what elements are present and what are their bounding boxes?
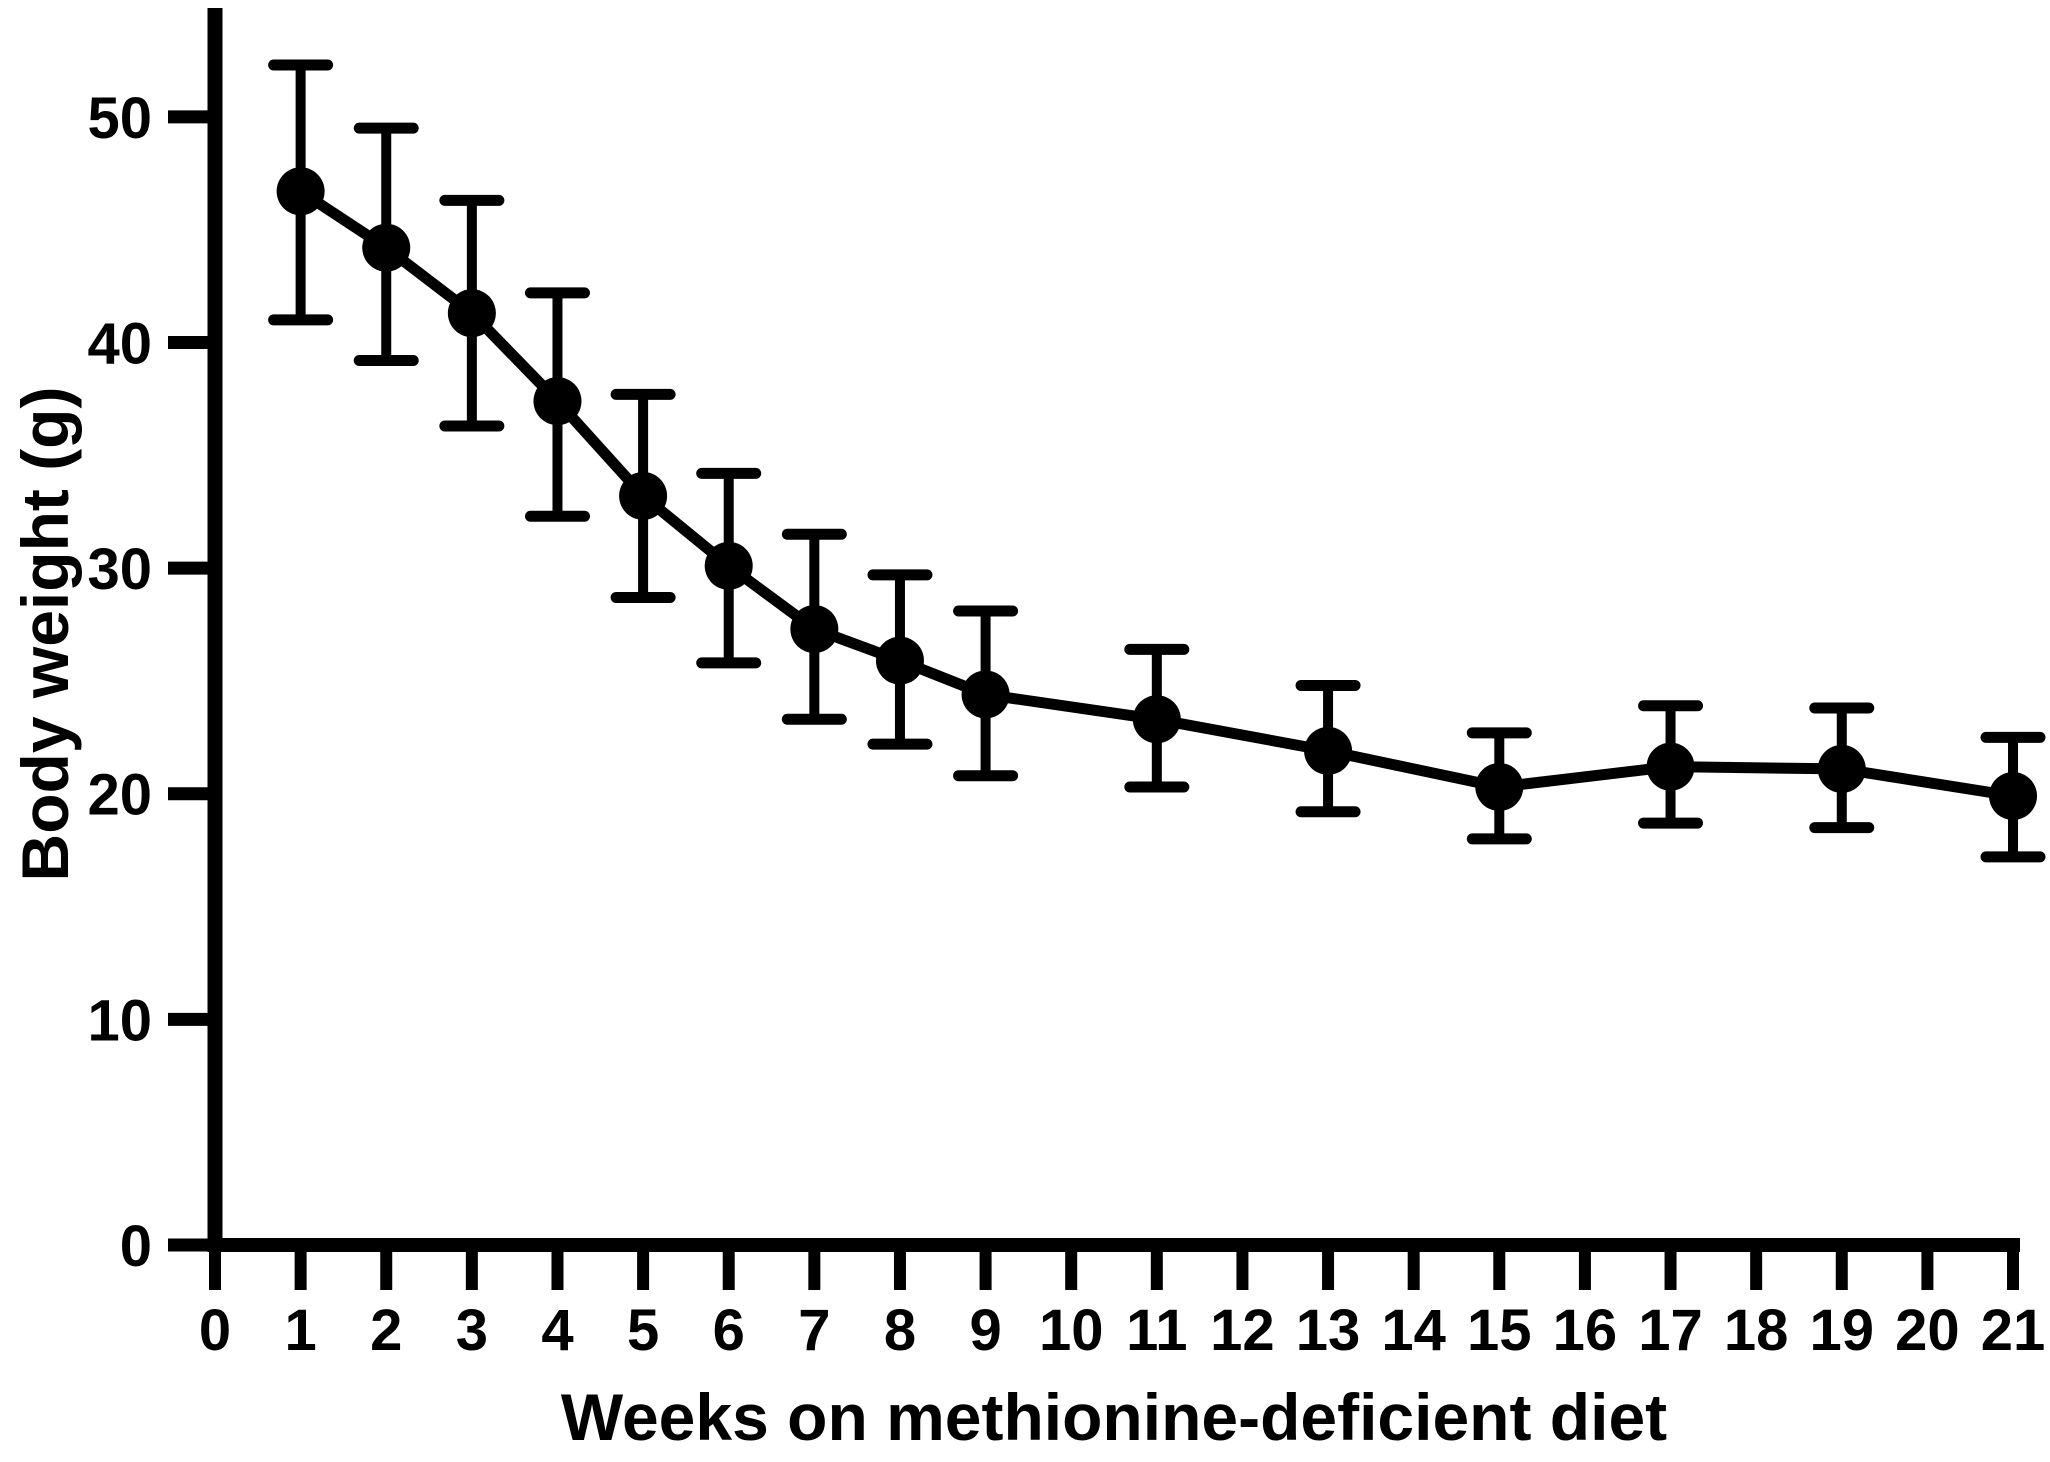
x-tick-label: 8	[884, 1298, 916, 1363]
x-tick-label: 3	[456, 1298, 488, 1363]
data-point	[1989, 771, 2038, 820]
data-point	[1817, 744, 1866, 793]
data-point	[276, 167, 325, 216]
x-tick-label: 9	[969, 1298, 1001, 1363]
x-tick-label: 13	[1296, 1298, 1361, 1363]
data-points	[276, 167, 2038, 820]
x-tick-label: 19	[1810, 1298, 1875, 1363]
x-tick-label: 12	[1210, 1298, 1275, 1363]
x-tick-label: 14	[1381, 1298, 1446, 1363]
y-tick-label: 20	[87, 763, 152, 828]
x-tick-label: 4	[541, 1298, 573, 1363]
data-point	[961, 670, 1010, 719]
y-axis-title: Body weight (g)	[8, 387, 82, 882]
x-tick-label: 7	[798, 1298, 830, 1363]
x-tick-label: 1	[284, 1298, 316, 1363]
x-tick-label: 2	[370, 1298, 402, 1363]
x-ticks: 0 1 2 3 4 5 6 7 8 9 10 11 12 13 14 15 16 17 18 19 20 21	[199, 1238, 2045, 1363]
x-tick-label: 10	[1039, 1298, 1104, 1363]
data-point	[447, 289, 496, 338]
data-point	[1132, 695, 1181, 744]
data-point	[362, 223, 411, 272]
x-tick-label: 18	[1724, 1298, 1789, 1363]
data-point	[790, 605, 839, 654]
y-tick-label: 30	[87, 537, 152, 602]
y-tick-label: 40	[87, 311, 152, 376]
data-point	[1304, 726, 1353, 775]
y-ticks: 0 10 20 30 40 50	[87, 86, 215, 1279]
x-tick-label: 15	[1467, 1298, 1532, 1363]
x-tick-label: 17	[1638, 1298, 1703, 1363]
y-tick-label: 10	[87, 988, 152, 1053]
data-point	[619, 471, 668, 520]
data-point	[1646, 742, 1695, 791]
data-point	[533, 377, 582, 426]
data-point	[1475, 762, 1524, 811]
x-tick-label: 6	[713, 1298, 745, 1363]
y-tick-label: 50	[87, 86, 152, 151]
x-tick-label: 11	[1126, 1298, 1187, 1363]
x-tick-label: 20	[1895, 1298, 1960, 1363]
x-tick-label: 16	[1553, 1298, 1618, 1363]
data-point	[704, 541, 753, 590]
x-tick-label: 0	[199, 1298, 231, 1363]
y-tick-label: 0	[120, 1214, 152, 1279]
x-tick-label: 5	[627, 1298, 659, 1363]
x-axis-title: Weeks on methionine-deficient diet	[561, 1380, 1667, 1454]
data-point	[875, 636, 924, 685]
x-tick-label: 21	[1981, 1298, 2046, 1363]
